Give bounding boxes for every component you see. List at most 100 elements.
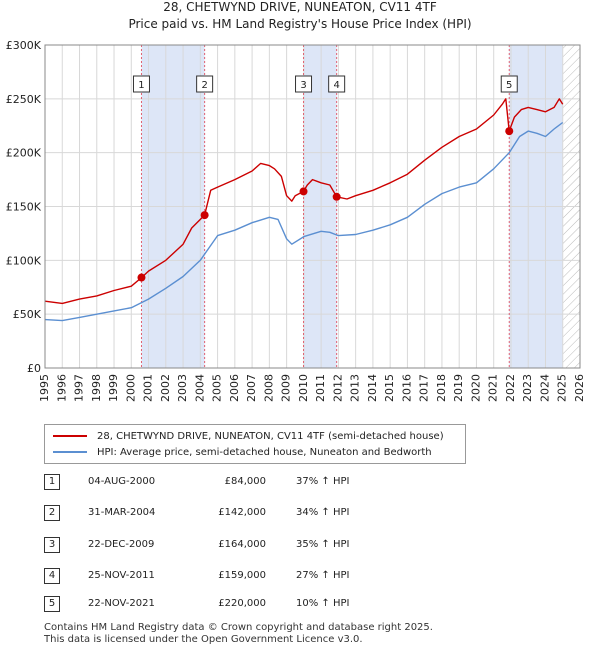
x-tick-label: 2005	[211, 374, 224, 402]
x-tick-label: 2017	[418, 374, 431, 402]
x-tick-label: 2011	[314, 374, 327, 402]
x-tick-label: 1997	[73, 374, 86, 402]
chart-title: 28, CHETWYND DRIVE, NUNEATON, CV11 4TF	[163, 0, 437, 14]
plot-border	[44, 44, 581, 369]
x-tick-label: 2002	[159, 374, 172, 402]
sale-number: 3	[44, 537, 60, 553]
sale-number-labels: 1 2 3 4 5	[132, 75, 518, 93]
x-tick-label: 2008	[262, 374, 275, 402]
legend-label-hpi: HPI: Average price, semi-detached house,…	[97, 446, 432, 458]
sale-number: 2	[44, 505, 60, 521]
sale-point	[299, 187, 308, 196]
sale-price: £142,000	[218, 507, 266, 518]
x-tick-label: 2024	[538, 374, 551, 402]
chart-subtitle: Price paid vs. HM Land Registry's House …	[128, 17, 472, 31]
x-tick-label: 2006	[228, 374, 241, 402]
x-tick-label: 2025	[556, 374, 569, 402]
sale-hpi-change: 34% ↑ HPI	[296, 507, 350, 518]
sale-row: 3 22-DEC-2009 £164,000 35% ↑ HPI	[44, 535, 564, 555]
x-tick-label: 2014	[366, 374, 379, 402]
price-chart: 1 2 3 4 5 £0 £50K £100K £150K £200K £250K £300K 199…	[6, 39, 586, 402]
x-tick-label: 2023	[521, 374, 534, 402]
x-tick-label: 2026	[573, 374, 586, 402]
sale-label-number: 4	[333, 80, 339, 91]
x-tick-label: 2019	[452, 374, 465, 402]
sale-hpi-change: 37% ↑ HPI	[296, 476, 350, 487]
y-tick-label: £0	[27, 362, 41, 375]
legend-item-property: 28, CHETWYND DRIVE, NUNEATON, CV11 4TF (…	[53, 428, 444, 444]
sale-number: 4	[44, 568, 60, 584]
sale-row: 4 25-NOV-2011 £159,000 27% ↑ HPI	[44, 566, 564, 586]
y-tick-label: £300K	[6, 39, 42, 52]
sale-point	[137, 273, 146, 282]
y-tick-label: £150K	[6, 201, 42, 214]
chart-legend: 28, CHETWYND DRIVE, NUNEATON, CV11 4TF (…	[44, 424, 466, 464]
legend-swatch-property	[53, 435, 87, 437]
sale-label-box	[196, 75, 214, 93]
x-tick-label: 2016	[400, 374, 413, 402]
sale-price: £159,000	[218, 570, 266, 581]
x-tick-label: 2003	[176, 374, 189, 402]
x-tick-label: 1999	[107, 374, 120, 402]
sale-date: 31-MAR-2004	[88, 507, 156, 518]
sale-label-number: 1	[138, 80, 144, 91]
x-tick-label: 2018	[435, 374, 448, 402]
x-tick-label: 1995	[38, 374, 51, 402]
sale-number: 1	[44, 474, 60, 490]
x-tick-label: 2021	[487, 374, 500, 402]
legend-item-hpi: HPI: Average price, semi-detached house,…	[53, 444, 432, 460]
x-tick-label: 2007	[245, 374, 258, 402]
sale-label-box	[132, 75, 150, 93]
sale-price: £164,000	[218, 539, 266, 550]
x-tick-label: 2009	[280, 374, 293, 402]
x-tick-label: 2013	[349, 374, 362, 402]
y-tick-label: £200K	[6, 147, 42, 160]
x-tick-label: 2010	[297, 374, 310, 402]
sale-date: 22-DEC-2009	[88, 539, 155, 550]
x-tick-label: 2001	[142, 374, 155, 402]
legend-swatch-hpi	[53, 451, 87, 453]
x-tick-label: 2012	[331, 374, 344, 402]
sale-label-number: 5	[506, 80, 512, 91]
legend-label-property: 28, CHETWYND DRIVE, NUNEATON, CV11 4TF (…	[97, 430, 444, 442]
sale-point	[200, 211, 209, 220]
sale-price: £84,000	[224, 476, 266, 487]
sale-number: 5	[44, 596, 60, 612]
footer-attribution: Contains HM Land Registry data © Crown c…	[44, 622, 433, 646]
sale-date: 22-NOV-2021	[88, 598, 155, 609]
property-price-line	[44, 98, 564, 305]
x-tick-label: 2004	[193, 374, 206, 402]
x-tick-label: 1996	[55, 374, 68, 402]
sale-label-box	[500, 75, 518, 93]
sale-hpi-change: 10% ↑ HPI	[296, 598, 350, 609]
sale-row: 5 22-NOV-2021 £220,000 10% ↑ HPI	[44, 594, 564, 614]
chart-series	[44, 98, 564, 322]
y-tick-label: £250K	[6, 93, 42, 106]
sale-hpi-change: 35% ↑ HPI	[296, 539, 350, 550]
sale-price: £220,000	[218, 598, 266, 609]
x-tick-label: 2022	[504, 374, 517, 402]
x-tick-label: 2020	[469, 374, 482, 402]
footer-copyright: Contains HM Land Registry data © Crown c…	[44, 622, 433, 633]
chart-axes: £0 £50K £100K £150K £200K £250K £300K 1995 1996 1…	[6, 39, 586, 402]
sale-row: 1 04-AUG-2000 £84,000 37% ↑ HPI	[44, 472, 564, 492]
x-tick-label: 2000	[124, 374, 137, 402]
sale-points	[137, 127, 514, 282]
x-tick-label: 2015	[383, 374, 396, 402]
sale-date: 04-AUG-2000	[88, 476, 156, 487]
sale-label-number: 3	[300, 80, 306, 91]
sale-hpi-change: 27% ↑ HPI	[296, 570, 350, 581]
sale-date: 25-NOV-2011	[88, 570, 155, 581]
sale-point	[505, 127, 514, 136]
sale-label-box	[295, 75, 313, 93]
x-tick-label: 1998	[90, 374, 103, 402]
sale-row: 2 31-MAR-2004 £142,000 34% ↑ HPI	[44, 503, 564, 523]
sale-label-number: 2	[201, 80, 207, 91]
y-tick-label: £100K	[6, 254, 42, 267]
sale-point	[332, 192, 341, 201]
footer-licence: This data is licensed under the Open Gov…	[44, 634, 363, 645]
sale-marker-lines	[140, 45, 510, 368]
sale-label-box	[328, 75, 346, 93]
y-tick-label: £50K	[13, 308, 42, 321]
hpi-line	[44, 121, 564, 322]
